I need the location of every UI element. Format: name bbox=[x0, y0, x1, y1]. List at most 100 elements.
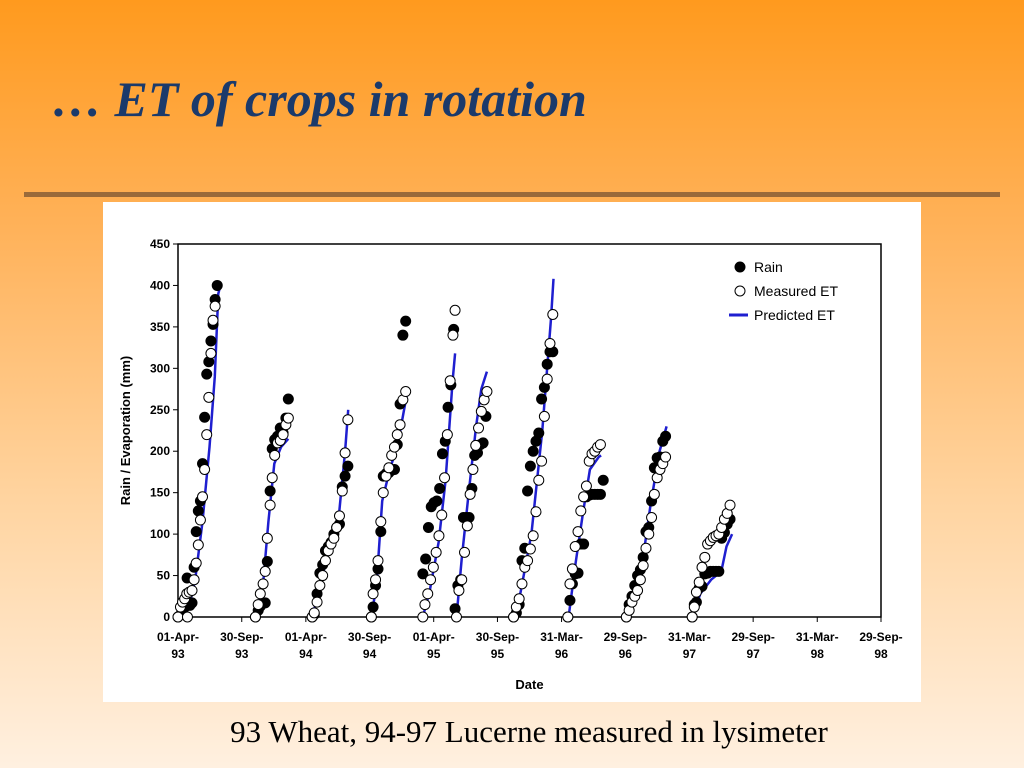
measured-et-point bbox=[544, 337, 556, 349]
rain-point bbox=[282, 393, 294, 405]
rain-point bbox=[533, 427, 545, 439]
measured-et-point bbox=[693, 576, 705, 588]
measured-et-point bbox=[541, 373, 553, 385]
measured-et-point bbox=[375, 516, 387, 528]
measured-et-point bbox=[249, 611, 261, 623]
x-tick-label: 29-Sep-97 bbox=[731, 630, 774, 661]
measured-et-point bbox=[634, 574, 646, 586]
rain-point bbox=[201, 368, 213, 380]
measured-et-point bbox=[547, 308, 559, 320]
measured-et-point bbox=[391, 429, 403, 441]
x-tick-label: 31-Mar-98 bbox=[796, 630, 839, 661]
measured-et-point bbox=[317, 570, 329, 582]
measured-et-point bbox=[461, 520, 473, 532]
rain-point bbox=[594, 488, 606, 500]
measured-et-point bbox=[637, 560, 649, 572]
measured-et-point bbox=[339, 447, 351, 459]
legend-measured-marker bbox=[734, 285, 746, 297]
measured-et-point bbox=[648, 488, 660, 500]
title-divider bbox=[24, 192, 1000, 197]
x-tick-label: 29-Sep-96 bbox=[604, 630, 647, 661]
measured-et-point bbox=[266, 472, 278, 484]
measured-et-point bbox=[441, 429, 453, 441]
y-tick-label: 300 bbox=[150, 361, 170, 375]
measured-et-point bbox=[365, 611, 377, 623]
rain-point bbox=[541, 358, 553, 370]
legend-predicted-label: Predicted ET bbox=[754, 307, 835, 323]
measured-et-point bbox=[699, 551, 711, 563]
measured-et-point bbox=[333, 510, 345, 522]
predicted-et-line bbox=[567, 454, 602, 618]
measured-et-point bbox=[308, 607, 320, 619]
measured-et-point bbox=[172, 611, 184, 623]
measured-et-point bbox=[566, 563, 578, 575]
measured-et-point bbox=[686, 611, 698, 623]
rain-point bbox=[400, 315, 412, 327]
measured-et-point bbox=[575, 505, 587, 517]
measured-et-point bbox=[207, 314, 219, 326]
measured-et-point bbox=[430, 546, 442, 558]
measured-et-point bbox=[447, 329, 459, 341]
measured-et-point bbox=[383, 462, 395, 474]
measured-et-point bbox=[439, 472, 451, 484]
measured-et-point bbox=[688, 601, 700, 613]
measured-et-point bbox=[516, 578, 528, 590]
measured-et-point bbox=[632, 584, 644, 596]
measured-et-point bbox=[564, 578, 576, 590]
y-tick-label: 50 bbox=[157, 569, 171, 583]
measured-et-point bbox=[422, 588, 434, 600]
measured-et-point bbox=[690, 586, 702, 598]
measured-et-point bbox=[473, 422, 485, 434]
measured-et-point bbox=[524, 543, 536, 555]
measured-et-point bbox=[530, 506, 542, 518]
measured-et-point bbox=[190, 557, 202, 569]
measured-et-point bbox=[197, 491, 209, 503]
legend-rain-marker bbox=[734, 261, 746, 273]
x-tick-label: 30-Sep-93 bbox=[220, 630, 263, 661]
x-axis-title: Date bbox=[515, 677, 543, 692]
measured-et-point bbox=[388, 441, 400, 453]
rain-point bbox=[199, 411, 211, 423]
measured-et-point bbox=[336, 485, 348, 497]
measured-et-point bbox=[572, 526, 584, 538]
measured-et-point bbox=[394, 419, 406, 431]
measured-et-point bbox=[433, 530, 445, 542]
slide-title: … ET of crops in rotation bbox=[52, 71, 587, 127]
measured-et-point bbox=[425, 574, 437, 586]
measured-et-point bbox=[259, 565, 271, 577]
measured-et-point bbox=[459, 546, 471, 558]
x-tick-label: 01-Apr-95 bbox=[413, 630, 455, 661]
rain-point bbox=[422, 521, 434, 533]
measured-et-point bbox=[377, 487, 389, 499]
rain-point bbox=[436, 448, 448, 460]
measured-et-point bbox=[277, 429, 289, 441]
legend-rain-label: Rain bbox=[754, 259, 783, 275]
measured-et-point bbox=[643, 528, 655, 540]
measured-et-point bbox=[319, 555, 331, 567]
x-tick-label: 30-Sep-95 bbox=[476, 630, 519, 661]
measured-et-point bbox=[453, 584, 465, 596]
measured-et-point bbox=[467, 463, 479, 475]
measured-et-point bbox=[444, 375, 456, 387]
rain-point bbox=[205, 335, 217, 347]
measured-et-point bbox=[367, 588, 379, 600]
measured-et-point bbox=[580, 480, 592, 492]
x-tick-label: 30-Sep-94 bbox=[348, 630, 391, 661]
measured-et-point bbox=[370, 574, 382, 586]
measured-et-point bbox=[436, 509, 448, 521]
y-tick-label: 250 bbox=[150, 403, 170, 417]
measured-et-point bbox=[209, 300, 221, 312]
rain-point bbox=[442, 401, 454, 413]
measured-et-point bbox=[417, 611, 429, 623]
measured-et-point bbox=[186, 584, 198, 596]
rain-point bbox=[524, 460, 536, 472]
rain-point bbox=[660, 430, 672, 442]
rain-point bbox=[211, 279, 223, 291]
y-tick-label: 150 bbox=[150, 486, 170, 500]
measured-et-point bbox=[450, 611, 462, 623]
rain-point bbox=[342, 460, 354, 472]
measured-et-point bbox=[264, 499, 276, 511]
rain-point bbox=[434, 483, 446, 495]
y-tick-label: 200 bbox=[150, 444, 170, 458]
y-tick-label: 100 bbox=[150, 527, 170, 541]
